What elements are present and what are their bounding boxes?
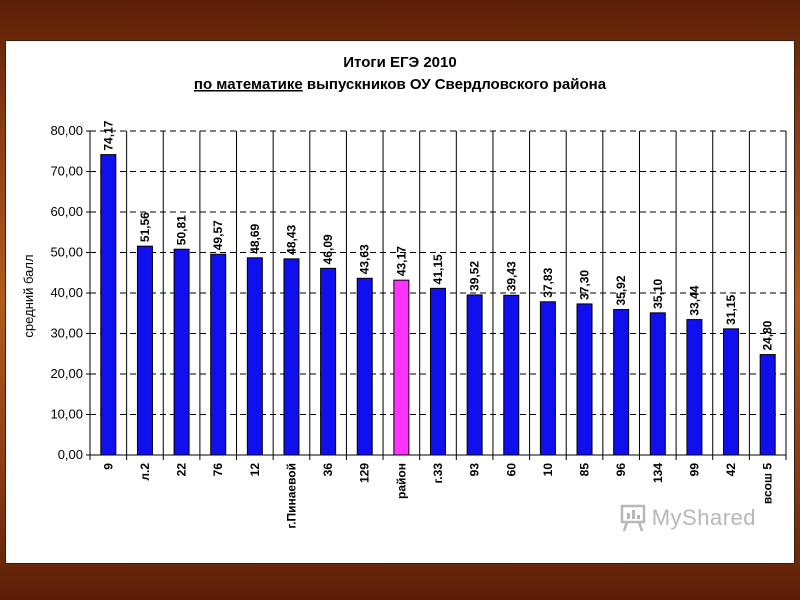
y-tick-label: 40,00 — [50, 285, 83, 300]
chart-title: Итоги ЕГЭ 2010 — [343, 54, 456, 71]
x-tick-label: 22 — [175, 463, 189, 477]
x-tick-label: 85 — [578, 463, 592, 477]
x-tick-label: 129 — [358, 463, 372, 483]
x-tick-label: 60 — [504, 463, 518, 477]
value-label: 24,80 — [761, 320, 775, 350]
x-tick-label: 76 — [211, 463, 225, 477]
x-tick-label: 99 — [687, 463, 701, 477]
value-labels: 74,17 51,56 50,81 49,57 48,69 48,43 46,09 43,63… — [101, 120, 774, 350]
watermark: MyShared — [620, 503, 756, 533]
value-label: 46,09 — [321, 234, 335, 264]
y-axis-label: средний балл — [21, 254, 36, 337]
y-tick-label: 60,00 — [50, 204, 83, 219]
bar — [210, 253, 227, 456]
bar — [576, 303, 593, 456]
x-tick-label: 42 — [724, 463, 738, 477]
value-label: 74,17 — [101, 120, 115, 150]
x-tick-label: 12 — [248, 463, 262, 477]
x-tick-label: 134 — [651, 463, 665, 483]
chart-panel: Итоги ЕГЭ 2010 по математике выпускников… — [5, 40, 795, 564]
value-label: 48,43 — [284, 225, 298, 255]
value-label: 43,17 — [394, 246, 408, 276]
bar — [613, 309, 630, 456]
value-label: 35,92 — [614, 275, 628, 305]
value-label: 35,10 — [651, 278, 665, 308]
bar — [320, 267, 337, 456]
bar-highlighted — [393, 279, 410, 456]
bar — [430, 287, 446, 456]
bar — [466, 294, 483, 456]
value-label: 39,52 — [468, 261, 482, 291]
presentation-board-icon — [620, 504, 645, 532]
value-label: 37,30 — [578, 270, 592, 300]
bar — [356, 277, 373, 456]
value-label: 31,15 — [724, 294, 738, 324]
y-tick-label: 10,00 — [50, 407, 83, 422]
x-tick-labels: 9 л.2 22 76 12 г.Пинаевой 36 129 район г.33 93 60 10… — [101, 463, 774, 529]
bars — [100, 154, 776, 456]
x-tick-label: 93 — [468, 463, 482, 477]
y-tick-label: 0,00 — [58, 447, 83, 462]
x-tick-label: всош 5 — [761, 463, 775, 504]
bar — [283, 258, 300, 456]
value-label: 43,63 — [358, 244, 372, 274]
x-tick-label: 9 — [101, 463, 115, 470]
bar — [649, 312, 666, 456]
bar — [539, 301, 556, 456]
bar — [686, 319, 703, 456]
value-label: 50,81 — [175, 215, 189, 245]
y-tick-label: 80,00 — [50, 123, 83, 138]
bar — [723, 328, 740, 456]
y-tick-label: 70,00 — [50, 164, 83, 179]
gridlines — [90, 130, 786, 455]
bar — [759, 354, 776, 456]
x-tick-label: 10 — [541, 463, 555, 477]
x-tick-label: л.2 — [138, 463, 152, 481]
x-tick-label: г.33 — [431, 463, 445, 484]
y-tick-label: 50,00 — [50, 245, 83, 260]
value-label: 33,44 — [687, 285, 701, 315]
bar — [173, 248, 190, 456]
x-tick-label: 36 — [321, 463, 335, 477]
bar — [246, 257, 263, 456]
x-tick-label: 96 — [614, 463, 628, 477]
x-tick-label: район — [394, 463, 408, 499]
subtitle-underlined: по математике — [194, 76, 303, 93]
x-tick-label: г.Пинаевой — [284, 463, 298, 529]
value-label: 48,69 — [248, 223, 262, 253]
bar-chart: Итоги ЕГЭ 2010 по математике выпускников… — [21, 54, 787, 529]
value-label: 39,43 — [504, 261, 518, 291]
bar — [136, 245, 153, 456]
y-tick-label: 20,00 — [50, 366, 83, 381]
value-label: 51,56 — [138, 212, 152, 242]
value-label: 49,57 — [211, 220, 225, 250]
watermark-text: MyShared — [651, 505, 756, 530]
subtitle-rest: выпускников ОУ Свердловского района — [303, 76, 607, 93]
bar — [503, 294, 520, 456]
bar — [100, 154, 117, 456]
y-tick-labels: 0,00 10,00 20,00 30,00 40,00 50,00 60,00 70,00 8… — [50, 123, 83, 462]
y-tick-label: 30,00 — [50, 326, 83, 341]
chart-subtitle: по математике выпускников ОУ Свердловско… — [194, 76, 607, 93]
value-label: 41,15 — [431, 254, 445, 284]
value-label: 37,83 — [541, 267, 555, 297]
